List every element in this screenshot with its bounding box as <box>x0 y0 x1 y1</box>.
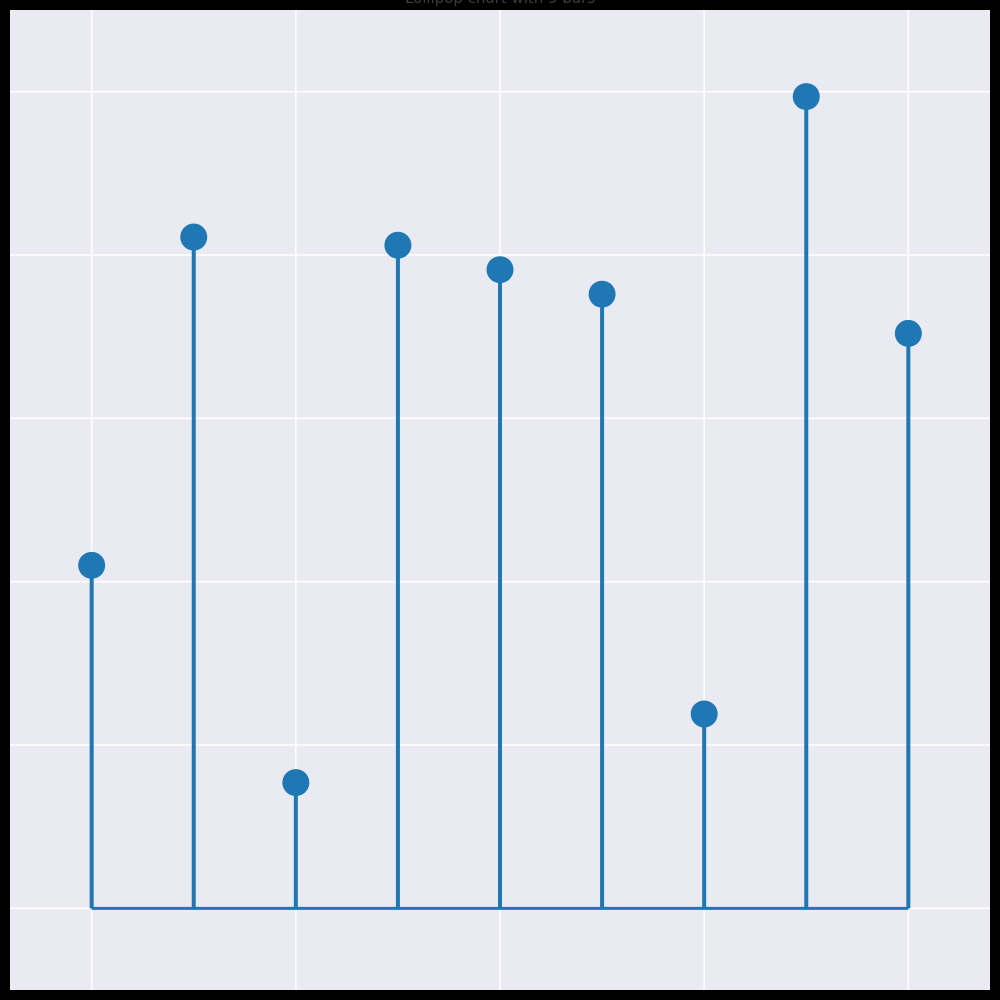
lollipop-marker <box>180 223 208 251</box>
lollipop-marker <box>588 280 616 308</box>
lollipop-marker <box>894 319 922 347</box>
markers <box>78 83 922 797</box>
lollipop-marker <box>486 256 514 284</box>
stems <box>89 96 911 909</box>
chart-title: Lollipop chart with 9 bars <box>405 0 595 7</box>
lollipop-marker <box>384 231 412 259</box>
lollipop-marker <box>690 700 718 728</box>
lollipop-marker <box>78 551 106 579</box>
lollipop-marker <box>792 83 820 111</box>
lollipop-marker <box>282 769 310 797</box>
